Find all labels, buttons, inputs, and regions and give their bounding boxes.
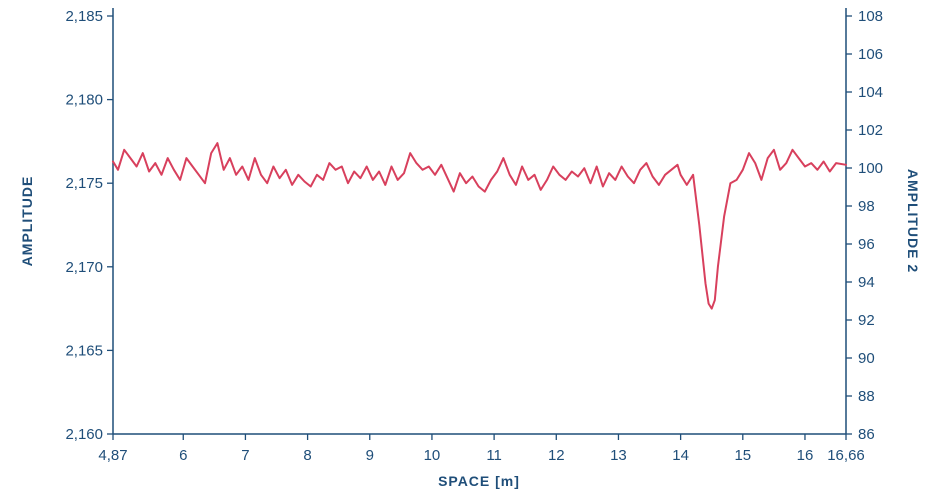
x-tick-label: 10 [424, 447, 441, 464]
y-tick-label-right: 100 [858, 160, 883, 177]
x-tick-label: 16,66 [827, 447, 865, 464]
x-tick-label: 6 [179, 447, 187, 464]
y-tick-label-right: 104 [858, 84, 883, 101]
axes [112, 8, 847, 435]
x-tick-label: 15 [734, 447, 751, 464]
x-tick-label: 11 [486, 447, 502, 464]
y-tick-label: 2,170 [65, 259, 103, 276]
x-tick-label: 12 [548, 447, 565, 464]
y-tick-label: 2,160 [65, 426, 103, 443]
y-tick-label-right: 98 [858, 198, 875, 215]
y-axis-title-right: AMPLITUDE 2 [905, 169, 921, 273]
y-axis-title: AMPLITUDE [19, 176, 35, 267]
y-tick-label-right: 102 [858, 122, 883, 139]
x-tick-label: 8 [303, 447, 311, 464]
y-tick-label-right: 94 [858, 274, 875, 291]
y-tick-label-right: 106 [858, 46, 883, 63]
series-layer [112, 142, 847, 310]
y-tick-label-right: 90 [858, 350, 875, 367]
y-tick-label: 2,175 [65, 175, 103, 192]
x-tick-label: 7 [241, 447, 249, 464]
x-axis-title: SPACE [m] [438, 473, 520, 489]
y-tick-label: 2,185 [65, 8, 103, 25]
y-tick-label-right: 92 [858, 312, 875, 329]
y-tick-label-right: 86 [858, 426, 875, 443]
y-ticks-left: 2,160 2,165 2,170 2,175 2,180 2,185 [65, 8, 113, 443]
series-line-0 [112, 142, 847, 310]
x-ticks: 4,87 6 7 8 9 10 11 12 13 14 15 16 16,66 [98, 434, 865, 464]
x-tick-label: 9 [366, 447, 374, 464]
x-tick-label: 14 [672, 447, 689, 464]
y-ticks-right: 86 88 90 92 94 96 98 100 102 104 106 108 [846, 8, 883, 443]
x-tick-label: 13 [610, 447, 627, 464]
y-tick-label-right: 88 [858, 388, 875, 405]
y-tick-label-right: 108 [858, 8, 883, 25]
y-tick-label-right: 96 [858, 236, 875, 253]
y-tick-label: 2,180 [65, 92, 103, 109]
x-tick-label: 16 [797, 447, 814, 464]
y-tick-label: 2,165 [65, 342, 103, 359]
x-tick-label: 4,87 [98, 447, 127, 464]
